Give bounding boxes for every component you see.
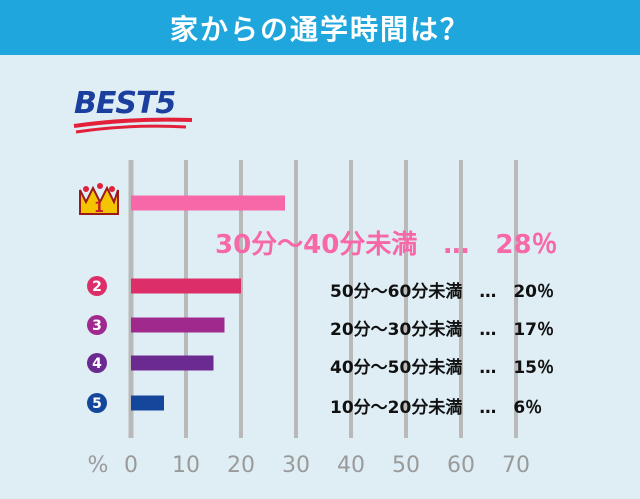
bar-5	[131, 395, 164, 411]
bar-1	[131, 195, 285, 211]
rank-number: 2	[92, 279, 102, 295]
x-tick-label: 10	[172, 453, 200, 478]
rank1-label: 30分～40分未満 … 28％	[215, 230, 558, 260]
bar-4	[131, 355, 214, 371]
x-tick-label: 40	[337, 453, 365, 478]
rank-number: 5	[92, 396, 102, 412]
bar-2	[131, 278, 241, 294]
rank5-label: 10分～20分未満 … 6％	[330, 398, 543, 418]
x-tick-label: 20	[227, 453, 255, 478]
x-axis-ticks: % 0 10 20 30 40 50 60 70	[88, 453, 530, 478]
x-tick-label: 70	[502, 453, 530, 478]
rank-2-icon: 2	[87, 276, 107, 296]
rank-markers: 1 2 3 4 5	[79, 183, 119, 413]
chart-bars	[131, 195, 285, 411]
rank2-label: 50分～60分未満 … 20％	[330, 282, 554, 302]
crown-icon: 1	[79, 183, 119, 216]
bar-3	[131, 317, 225, 333]
x-tick-label: 60	[447, 453, 475, 478]
rank-5-icon: 5	[87, 393, 107, 413]
rank3-label: 20分～30分未満 … 17％	[330, 320, 554, 340]
rank-number: 1	[94, 200, 104, 216]
rank-number: 4	[92, 356, 102, 372]
rank-number: 3	[92, 318, 102, 334]
rank-4-icon: 4	[87, 353, 107, 373]
rank4-label: 40分～50分未満 … 15％	[330, 358, 554, 378]
badge-text: BEST5	[74, 86, 176, 121]
x-tick-label: 30	[282, 453, 310, 478]
x-tick-label: 50	[392, 453, 420, 478]
header-bar: 家からの通学時間は？	[0, 0, 640, 55]
badge-underline-icon	[73, 117, 193, 134]
x-axis-unit-label: %	[88, 453, 109, 478]
rank-3-icon: 3	[87, 315, 107, 335]
page-title: 家からの通学時間は？	[169, 12, 470, 46]
x-tick-label: 0	[124, 453, 138, 478]
